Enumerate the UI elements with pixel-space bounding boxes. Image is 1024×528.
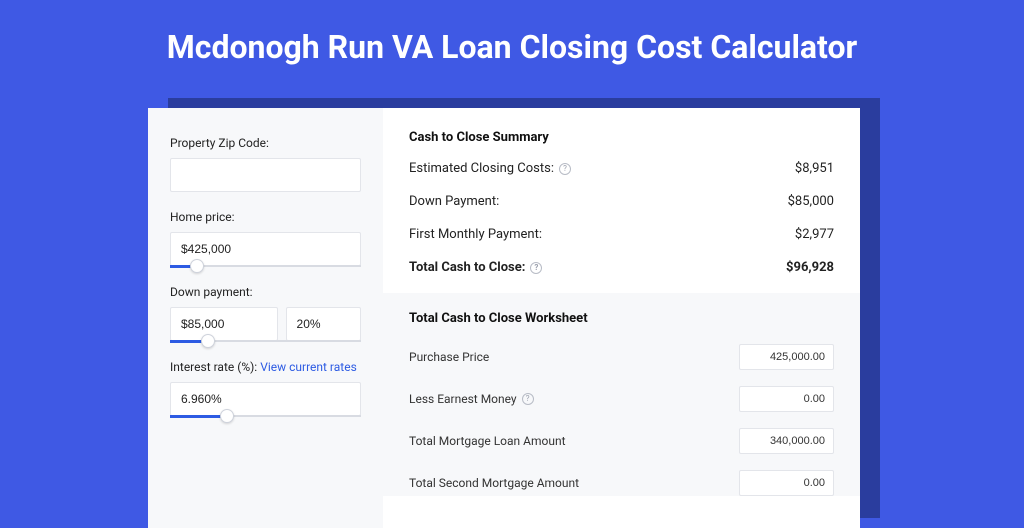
down-payment-slider[interactable] xyxy=(170,340,361,342)
summary-label: First Monthly Payment: xyxy=(409,227,542,242)
down-payment-label: Down payment: xyxy=(170,285,361,299)
slider-thumb[interactable] xyxy=(220,409,234,423)
home-price-label: Home price: xyxy=(170,210,361,224)
slider-rest xyxy=(227,415,361,417)
summary-value: $8,951 xyxy=(795,161,834,176)
worksheet-row-purchase-price: Purchase Price xyxy=(409,344,834,370)
summary-label: Down Payment: xyxy=(409,194,499,209)
worksheet-row-earnest-money: Less Earnest Money ? xyxy=(409,386,834,412)
field-zip: Property Zip Code: xyxy=(170,136,361,192)
home-price-slider[interactable] xyxy=(170,265,361,267)
summary-value: $85,000 xyxy=(788,194,834,209)
help-icon[interactable]: ? xyxy=(522,393,534,405)
worksheet-second-mortgage-input[interactable] xyxy=(739,470,834,496)
summary-row-first-payment: First Monthly Payment: $2,977 xyxy=(409,227,834,242)
worksheet-mortgage-amount-input[interactable] xyxy=(739,428,834,454)
zip-input[interactable] xyxy=(170,158,361,192)
field-interest: Interest rate (%): View current rates xyxy=(170,360,361,417)
slider-rest xyxy=(197,265,361,267)
worksheet-row-mortgage-amount: Total Mortgage Loan Amount xyxy=(409,428,834,454)
field-home-price: Home price: xyxy=(170,210,361,267)
summary-title: Cash to Close Summary xyxy=(409,130,834,145)
down-payment-pct-input[interactable] xyxy=(286,307,361,341)
slider-rest xyxy=(208,340,361,342)
worksheet-label: Total Mortgage Loan Amount xyxy=(409,434,566,448)
interest-label: Interest rate (%): View current rates xyxy=(170,360,361,374)
interest-input[interactable] xyxy=(170,382,361,416)
worksheet-earnest-money-input[interactable] xyxy=(739,386,834,412)
worksheet-purchase-price-input[interactable] xyxy=(739,344,834,370)
interest-label-text: Interest rate (%): xyxy=(170,360,260,374)
help-icon[interactable]: ? xyxy=(559,163,571,175)
slider-thumb[interactable] xyxy=(190,259,204,273)
worksheet-title: Total Cash to Close Worksheet xyxy=(409,311,834,326)
down-payment-input[interactable] xyxy=(170,307,278,341)
calculator-card: Property Zip Code: Home price: Down paym… xyxy=(148,108,860,528)
page-title: Mcdonogh Run VA Loan Closing Cost Calcul… xyxy=(0,0,1024,90)
summary-row-down-payment: Down Payment: $85,000 xyxy=(409,194,834,209)
view-rates-link[interactable]: View current rates xyxy=(260,360,357,374)
summary-row-closing-costs: Estimated Closing Costs: ? $8,951 xyxy=(409,161,834,176)
zip-label: Property Zip Code: xyxy=(170,136,361,150)
worksheet-label: Purchase Price xyxy=(409,350,489,364)
worksheet-panel: Total Cash to Close Worksheet Purchase P… xyxy=(383,293,860,496)
worksheet-row-second-mortgage: Total Second Mortgage Amount xyxy=(409,470,834,496)
slider-fill xyxy=(170,415,227,418)
summary-total-label: Total Cash to Close: xyxy=(409,260,525,275)
inputs-panel: Property Zip Code: Home price: Down paym… xyxy=(148,108,383,528)
summary-panel: Cash to Close Summary Estimated Closing … xyxy=(383,108,860,528)
summary-total-value: $96,928 xyxy=(786,260,834,275)
worksheet-label: Total Second Mortgage Amount xyxy=(409,476,579,490)
help-icon[interactable]: ? xyxy=(530,262,542,274)
summary-row-total: Total Cash to Close: ? $96,928 xyxy=(409,260,834,275)
worksheet-label: Less Earnest Money xyxy=(409,392,517,406)
summary-value: $2,977 xyxy=(795,227,834,242)
summary-label: Estimated Closing Costs: xyxy=(409,161,554,176)
slider-thumb[interactable] xyxy=(201,334,215,348)
interest-slider[interactable] xyxy=(170,415,361,417)
field-down-payment: Down payment: xyxy=(170,285,361,342)
